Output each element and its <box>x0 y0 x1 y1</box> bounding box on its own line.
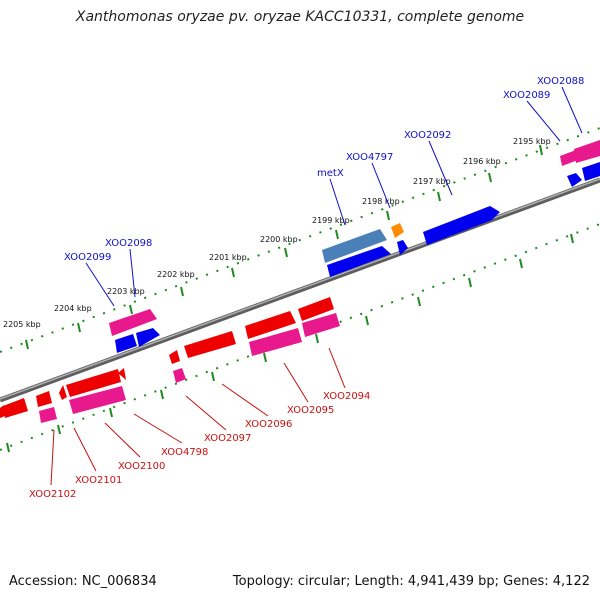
kbp-label: 2195 kbp <box>513 137 551 146</box>
gene-arrow[interactable] <box>69 386 126 414</box>
gene-label[interactable]: XOO2096 <box>245 419 292 430</box>
gene-label[interactable]: XOO2094 <box>323 391 370 402</box>
kbp-label: 2201 kbp <box>209 253 247 262</box>
gene-label[interactable]: XOO2100 <box>118 461 165 472</box>
gene-label[interactable]: XOO2101 <box>75 475 122 486</box>
genome-title: Xanthomonas oryzae pv. oryzae KACC10331,… <box>75 9 525 25</box>
kbp-label: 2202 kbp <box>157 270 195 279</box>
kbp-label: 2203 kbp <box>107 287 145 296</box>
gene-arrow[interactable] <box>397 240 408 255</box>
reverse-genes <box>0 297 340 423</box>
gene-arrow[interactable] <box>423 206 500 245</box>
gene-label[interactable]: XOO2098 <box>105 238 152 249</box>
gene-label[interactable]: XOO2092 <box>404 130 451 141</box>
gene-arrow[interactable] <box>574 140 600 163</box>
gene-label[interactable]: XOO2089 <box>503 90 550 101</box>
gene-arrow[interactable] <box>184 331 236 358</box>
gene-label[interactable]: XOO2099 <box>64 252 111 263</box>
gene-label[interactable]: metX <box>317 168 344 179</box>
kbp-label: 2200 kbp <box>260 235 298 244</box>
gene-arrow[interactable] <box>118 368 126 380</box>
kbp-label: 2199 kbp <box>312 216 350 225</box>
gene-arrow[interactable] <box>59 385 67 400</box>
gene-arrow[interactable] <box>39 407 57 423</box>
gene-arrow[interactable] <box>115 334 137 353</box>
genome-stats-text: Topology: circular; Length: 4,941,439 bp… <box>232 574 590 589</box>
kbp-label: 2196 kbp <box>463 157 501 166</box>
gene-label[interactable]: XOO4797 <box>346 152 393 163</box>
reverse-major-ticks <box>6 233 574 453</box>
kbp-label: 2204 kbp <box>54 304 92 313</box>
gene-arrow[interactable] <box>109 309 157 336</box>
gene-arrow[interactable] <box>0 405 5 418</box>
kbp-label: 2205 kbp <box>3 320 41 329</box>
gene-arrow[interactable] <box>245 311 296 339</box>
gene-arrow[interactable] <box>136 328 160 347</box>
gene-arrow[interactable] <box>66 369 121 397</box>
gene-label[interactable]: XOO2097 <box>204 433 251 444</box>
reverse-gene-labels: XOO2094 XOO2095 XOO2096 XOO2097 XOO4798 … <box>29 347 370 500</box>
kbp-labels: 2195 kbp 2196 kbp 2197 kbp 2198 kbp 2199… <box>3 137 551 329</box>
gene-arrow[interactable] <box>173 368 186 383</box>
gene-label[interactable]: XOO2095 <box>287 405 334 416</box>
gene-arrow[interactable] <box>298 297 334 321</box>
kbp-label: 2197 kbp <box>413 177 451 186</box>
genome-backbone <box>0 177 600 403</box>
gene-arrow[interactable] <box>327 246 391 277</box>
gene-arrow[interactable] <box>391 223 404 238</box>
forward-tick-track <box>0 127 600 353</box>
gene-arrow[interactable] <box>3 398 28 418</box>
gene-arrow[interactable] <box>302 313 340 337</box>
kbp-label: 2198 kbp <box>362 197 400 206</box>
gene-label[interactable]: XOO4798 <box>161 447 208 458</box>
gene-arrow[interactable] <box>322 229 387 263</box>
gene-arrow[interactable] <box>560 150 578 166</box>
accession-text: Accession: NC_006834 <box>9 574 157 589</box>
forward-gene-labels: XOO2088 XOO2089 XOO2092 XOO4797 metX XOO… <box>64 76 584 307</box>
forward-genes <box>109 140 600 353</box>
gene-arrow[interactable] <box>567 173 582 187</box>
gene-arrow[interactable] <box>249 328 302 356</box>
gene-arrow[interactable] <box>582 162 600 181</box>
forward-major-ticks <box>25 144 543 350</box>
gene-arrow[interactable] <box>36 391 52 407</box>
gene-arrow[interactable] <box>169 350 180 364</box>
gene-label[interactable]: XOO2088 <box>537 76 584 87</box>
gene-label[interactable]: XOO2102 <box>29 489 76 500</box>
